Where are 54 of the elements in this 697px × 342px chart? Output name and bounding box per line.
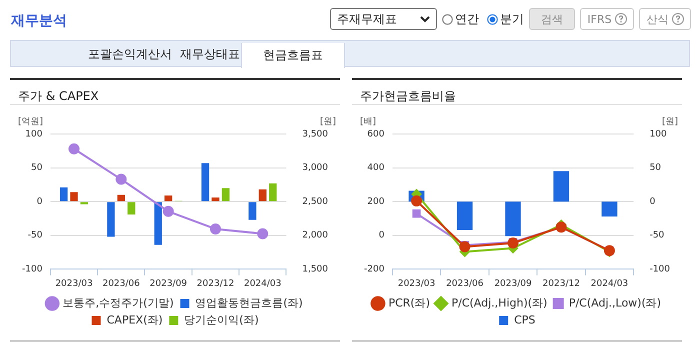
legend-label: 영업활동현금흐름(좌) <box>195 296 303 310</box>
legend-label: P/C(Adj.,High)(좌) <box>452 296 548 310</box>
legend-label: 보통주,수정주가(기말) <box>62 296 174 310</box>
y-axis-title: [배] <box>360 116 376 127</box>
text: IFRS <box>587 12 612 26</box>
x-tick-label: 2023/09 <box>494 278 532 289</box>
legend-label: CAPEX(좌) <box>106 313 163 326</box>
y2-tick-label: 3,000 <box>302 163 328 174</box>
y-tick-label: 400 <box>367 163 385 174</box>
y-tick-label: 200 <box>367 196 385 207</box>
y2-tick-label: 50 <box>650 163 662 174</box>
chart-title: 주가 & CAPEX <box>18 88 99 105</box>
y-tick-label: 50 <box>30 163 43 174</box>
y2-tick-label: 2,000 <box>302 230 328 241</box>
y-tick-label: 100 <box>25 129 43 140</box>
x-tick-label: 2023/03 <box>55 278 93 289</box>
text: 현금흐름표 <box>241 43 345 68</box>
x-tick-label: 2023/12 <box>196 278 234 289</box>
legend-label: PCR(좌) <box>388 296 430 310</box>
y2-tick-label: -100 <box>650 264 670 275</box>
y2-tick-label: 3,500 <box>302 129 328 140</box>
text: 포괄손익계산서 <box>88 47 172 61</box>
y-tick-label: -200 <box>364 264 385 275</box>
x-tick-label: 2023/12 <box>542 278 580 289</box>
text: 재무분석 <box>11 12 67 30</box>
chart-title: 주가현금흐름비율 <box>360 88 456 105</box>
text: 재무상태표 <box>180 47 240 61</box>
y2-axis-title: [원] <box>662 116 678 127</box>
x-tick-label: 2024/03 <box>590 278 628 289</box>
y2-tick-label: 1,500 <box>302 264 328 275</box>
y-tick-label: 0 <box>378 230 385 241</box>
x-tick-label: 2023/09 <box>150 278 188 289</box>
y2-tick-label: 0 <box>650 196 656 207</box>
legend-label: CPS <box>514 313 536 326</box>
y-tick-label: 600 <box>367 129 385 140</box>
text: 산식 <box>646 12 668 26</box>
x-tick-label: 2023/06 <box>102 278 140 289</box>
x-tick-label: 2023/03 <box>398 278 436 289</box>
y2-axis-title: [원] <box>320 116 336 127</box>
y2-tick-label: 100 <box>650 129 668 140</box>
y-axis-title: [억원] <box>18 116 44 127</box>
y-tick-label: -50 <box>28 230 43 241</box>
y2-tick-label: 2,500 <box>302 196 328 207</box>
x-tick-label: 2024/03 <box>244 278 282 289</box>
legend-label: 당기순이익(좌) <box>184 313 259 326</box>
y2-tick-label: -50 <box>650 230 665 241</box>
y-tick-label: -100 <box>22 264 43 275</box>
y-tick-label: 0 <box>36 196 43 207</box>
text: 주재무제표 <box>337 10 397 28</box>
legend-label: P/C(Adj.,Low)(좌) <box>568 296 662 310</box>
text: 분기 <box>500 11 524 28</box>
text: 검색 <box>529 8 575 30</box>
text: 연간 <box>455 11 479 28</box>
x-tick-label: 2023/06 <box>446 278 484 289</box>
